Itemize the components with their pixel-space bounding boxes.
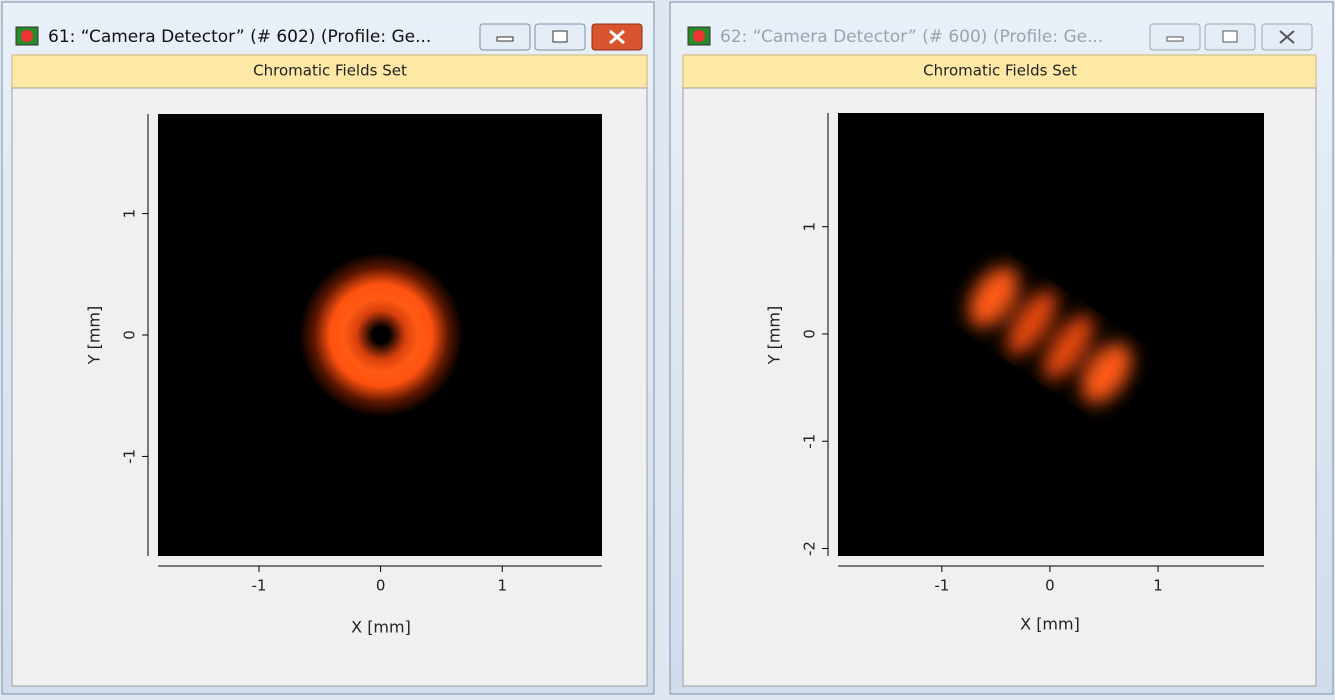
y-tick-label: -2 (801, 541, 819, 556)
tab[interactable] (682, 54, 1317, 89)
x-tick-label: 1 (1153, 577, 1163, 595)
y-tick-label: 0 (801, 329, 819, 339)
field-intensity (968, 266, 1132, 404)
window-icon (693, 30, 705, 42)
field-image (838, 113, 1264, 556)
y-tick-label: 1 (801, 222, 819, 232)
x-tick-label: -1 (251, 577, 266, 595)
x-tick-label: -1 (934, 577, 949, 595)
y-tick-label: -1 (801, 434, 819, 449)
window[interactable]: 61: “Camera Detector” (# 602) (Profile: … (1, 1, 655, 695)
tab[interactable] (11, 54, 648, 89)
window[interactable]: 62: “Camera Detector” (# 600) (Profile: … (669, 1, 1334, 695)
field-intensity (299, 253, 463, 417)
window-title: 62: “Camera Detector” (# 600) (Profile: … (720, 27, 1103, 47)
tab-label: Chromatic Fields Set (253, 62, 407, 80)
y-axis-label: Y [mm] (85, 306, 104, 366)
y-axis-label: Y [mm] (765, 306, 784, 366)
window-title: 61: “Camera Detector” (# 602) (Profile: … (48, 27, 431, 47)
tab-label: Chromatic Fields Set (923, 62, 1077, 80)
y-tick-label: -1 (121, 449, 139, 464)
y-tick-label: 1 (121, 209, 139, 219)
x-axis-label: X [mm] (351, 618, 411, 637)
y-tick-label: 0 (121, 330, 139, 340)
x-axis-label: X [mm] (1020, 615, 1080, 634)
x-tick-label: 1 (497, 577, 507, 595)
x-tick-label: 0 (1045, 577, 1055, 595)
x-tick-label: 0 (376, 577, 386, 595)
window-icon (21, 30, 33, 42)
